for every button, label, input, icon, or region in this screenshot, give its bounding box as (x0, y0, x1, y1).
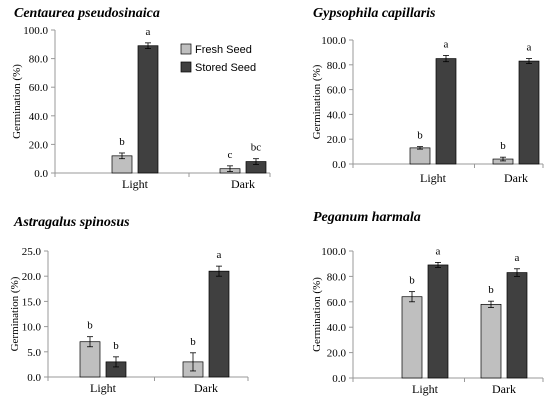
bar-stored-dark (518, 60, 540, 165)
y-axis-title: Germination (%) (311, 277, 323, 352)
y-tick-label: 80.0 (29, 54, 49, 66)
chart-panel-4: Peganum harmala Germination (%) 0.0 20.0 40.… (311, 210, 544, 396)
y-tick-label: 20.0 (29, 139, 49, 151)
y-tick-label: 100.0 (23, 25, 48, 37)
chart-legend: Fresh Seed Stored Seed (180, 43, 256, 74)
legend-fresh-seed-label: Fresh Seed (195, 44, 252, 56)
y-axis-title: Germination (%) (311, 64, 323, 139)
significance-letter: a (436, 245, 441, 257)
x-category-label: Dark (504, 171, 528, 185)
significance-letter: a (146, 26, 151, 38)
y-tick-label: 80.0 (327, 60, 347, 72)
y-tick-label: 60.0 (29, 82, 49, 94)
y-tick-label: 100.0 (321, 35, 346, 47)
significance-letter: a (527, 42, 532, 54)
x-category-label: Light (420, 171, 447, 185)
y-axis-title: Germination (%) (11, 64, 23, 139)
y-tick-label: 80.0 (327, 271, 347, 283)
chart-panel-2: Gypsophila capillaris Germination (%) 0.0 2… (311, 6, 544, 185)
chart-panel-3: Astragalus spinosus Germination (%) 0.0 5.0… (9, 215, 249, 395)
y-tick-label: 20.0 (22, 271, 42, 283)
significance-letter: b (500, 140, 506, 152)
chart-title: Centaurea pseudosinaica (14, 6, 160, 21)
y-tick-label: 20.0 (327, 134, 347, 146)
bar-fresh-light (409, 147, 431, 165)
significance-letter: a (217, 249, 222, 261)
y-tick-label: 15.0 (22, 296, 42, 308)
significance-letter: a (515, 252, 520, 264)
significance-letter: bc (251, 142, 262, 154)
y-tick-label: 100.0 (321, 246, 346, 258)
x-category-label: Dark (194, 381, 218, 395)
y-tick-label: 25.0 (22, 246, 42, 258)
bar-stored-light (435, 58, 457, 165)
bar-stored-light (427, 264, 449, 379)
y-tick-label: 0.0 (332, 373, 346, 385)
y-tick-label: 20.0 (327, 348, 347, 360)
y-tick-label: 0.0 (332, 159, 346, 171)
y-tick-label: 40.0 (327, 322, 347, 334)
bar-fresh-dark (480, 303, 502, 379)
bar-stored-light (137, 45, 159, 174)
y-tick-label: 40.0 (29, 111, 49, 123)
x-category-label: Light (90, 381, 117, 395)
y-tick-label: 5.0 (27, 347, 41, 359)
significance-letter: b (417, 130, 423, 142)
y-tick-label: 40.0 (327, 109, 347, 121)
x-category-label: Light (122, 177, 149, 191)
legend-stored-seed-label: Stored Seed (195, 62, 256, 74)
legend-stored-seed-swatch (180, 61, 192, 73)
bar-stored-dark (208, 270, 230, 378)
x-category-label: Dark (492, 382, 516, 396)
significance-letter: b (409, 275, 415, 287)
significance-letter: c (228, 149, 233, 161)
significance-letter: b (488, 284, 494, 296)
significance-letter: b (119, 136, 125, 148)
significance-letter: b (190, 336, 196, 348)
bar-stored-dark (506, 272, 528, 379)
y-tick-label: 60.0 (327, 297, 347, 309)
y-tick-label: 60.0 (327, 85, 347, 97)
y-tick-label: 10.0 (22, 322, 42, 334)
chart-title: Gypsophila capillaris (313, 6, 436, 21)
x-category-label: Dark (231, 177, 255, 191)
significance-letter: b (113, 340, 119, 352)
legend-fresh-seed-swatch (180, 43, 192, 55)
y-axis-title: Germination (%) (9, 276, 21, 351)
y-tick-label: 0.0 (34, 168, 48, 180)
significance-letter: a (444, 39, 449, 51)
y-tick-label: 0.0 (27, 372, 41, 384)
chart-title: Astragalus spinosus (13, 215, 130, 230)
chart-panel-1: Centaurea pseudosinaica Germination (%) 0.… (11, 6, 271, 191)
bar-fresh-light (401, 296, 423, 379)
x-category-label: Light (412, 382, 439, 396)
chart-title: Peganum harmala (313, 210, 421, 225)
significance-letter: b (87, 320, 93, 332)
